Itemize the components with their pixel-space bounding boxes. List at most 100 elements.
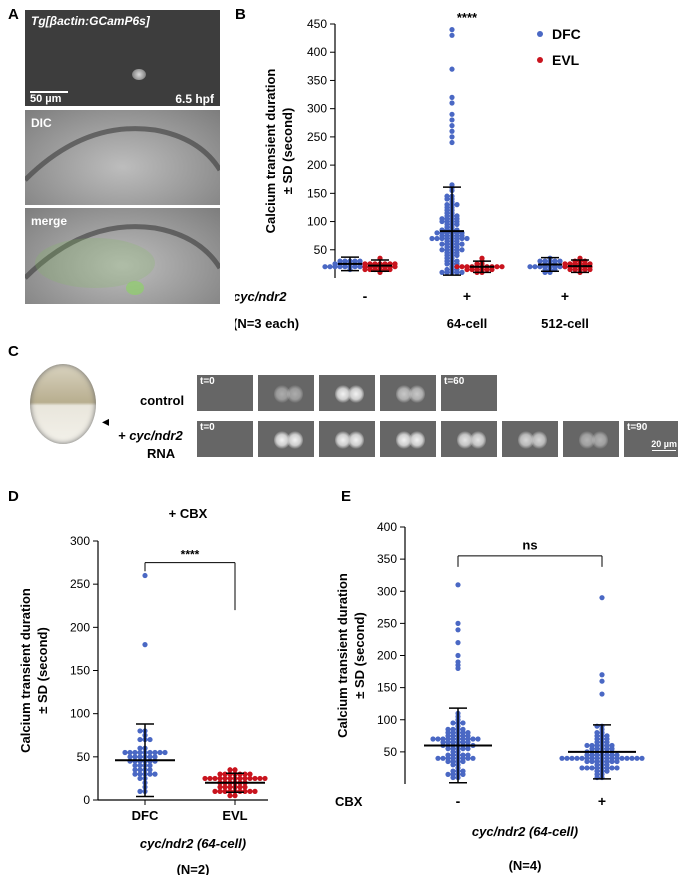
- y-tick-label: 150: [70, 664, 90, 678]
- data-point: [127, 754, 133, 760]
- data-point: [142, 642, 148, 648]
- data-point: [212, 775, 218, 782]
- data-point: [227, 775, 233, 782]
- y-tick-label: 50: [384, 745, 398, 759]
- row-label: cyc/ndr2: [235, 289, 287, 304]
- data-point: [449, 117, 455, 123]
- merge-label: merge: [31, 214, 68, 228]
- data-point: [127, 749, 133, 756]
- embryo-photo: [30, 364, 96, 444]
- significance-label: ****: [181, 547, 200, 561]
- data-point: [147, 762, 153, 769]
- cell-signal: [592, 431, 608, 449]
- y-tick-label: 200: [377, 649, 397, 663]
- data-point: [599, 672, 605, 678]
- x-tick-label: +: [598, 793, 606, 809]
- data-point: [470, 755, 476, 761]
- data-point: [604, 739, 610, 745]
- time-end-label: t=60: [444, 376, 465, 387]
- significance-label: ns: [522, 537, 537, 552]
- data-point: [609, 742, 615, 749]
- data-point: [137, 749, 143, 756]
- data-point: [357, 258, 363, 264]
- cell-signal: [470, 431, 486, 449]
- data-point: [429, 235, 435, 242]
- data-point: [227, 784, 233, 790]
- data-point: [162, 749, 168, 756]
- y-tick-label: 100: [377, 713, 397, 727]
- legend-marker: [537, 57, 543, 63]
- data-point: [445, 771, 451, 777]
- data-point: [430, 736, 436, 742]
- data-point: [557, 258, 563, 264]
- data-point: [599, 678, 605, 684]
- data-point: [232, 767, 238, 773]
- data-point: [137, 762, 143, 769]
- data-point: [460, 752, 466, 758]
- data-point: [614, 765, 620, 771]
- data-point: [450, 739, 456, 745]
- data-point: [454, 213, 460, 219]
- data-point: [537, 258, 543, 264]
- data-point: [594, 739, 600, 745]
- data-point: [137, 736, 143, 743]
- data-point: [444, 238, 450, 244]
- y-axis-label: Calcium transient duration: [18, 588, 33, 753]
- panel-letter-a: A: [8, 6, 19, 23]
- data-point: [217, 788, 223, 794]
- y-tick-label: 400: [377, 520, 397, 534]
- data-point: [629, 755, 635, 761]
- fluorescent-cell: [132, 69, 146, 80]
- data-point: [439, 216, 445, 222]
- data-point: [137, 788, 143, 794]
- data-point: [132, 767, 138, 773]
- chart-b: 50 100 150 200 250 300 350 400 450 Calcium transi…: [235, 10, 593, 331]
- timelapse-frame: [318, 420, 376, 458]
- data-point: [454, 264, 460, 270]
- fluorescence-image: Tg[βactin:GCamP6s] 50 µm 6.5 hpf: [25, 10, 220, 106]
- timelapse-frame: t=60: [440, 374, 498, 412]
- merge-image: merge: [25, 208, 220, 304]
- y-tick-label: 50: [77, 750, 91, 764]
- data-point: [137, 775, 143, 782]
- data-point: [217, 771, 223, 777]
- data-point: [465, 752, 471, 758]
- y-tick-label: 350: [377, 552, 397, 566]
- timelapse-frame: [257, 420, 315, 458]
- data-point: [589, 758, 595, 765]
- data-point: [527, 264, 533, 270]
- data-point: [584, 765, 590, 771]
- data-point: [449, 111, 455, 117]
- data-point: [327, 264, 333, 270]
- data-point: [242, 784, 248, 790]
- data-point: [604, 746, 610, 752]
- data-point: [455, 620, 461, 626]
- data-point: [202, 775, 208, 782]
- data-point: [494, 264, 500, 270]
- data-point: [137, 745, 143, 751]
- data-point: [444, 216, 450, 222]
- panel-letter-b: B: [235, 6, 246, 23]
- data-point: [362, 261, 368, 267]
- data-point: [342, 258, 348, 264]
- y-tick-label: 200: [70, 620, 90, 634]
- data-point: [440, 755, 446, 761]
- y-tick-label: 250: [70, 577, 90, 591]
- x-tick-label: DFC: [132, 808, 159, 823]
- legend-label: DFC: [552, 26, 581, 42]
- data-point: [454, 238, 460, 244]
- scale-bar: [652, 450, 676, 451]
- data-point: [559, 755, 565, 761]
- data-point: [449, 94, 455, 100]
- data-point: [439, 241, 445, 247]
- transgene-label: Tg[βactin:GCamP6s]: [31, 14, 150, 28]
- y-tick-label: 250: [377, 616, 397, 630]
- data-point: [449, 27, 455, 33]
- y-tick-label: 300: [377, 584, 397, 598]
- y-tick-label: 100: [307, 215, 327, 229]
- data-point: [460, 746, 466, 752]
- cell-signal: [274, 431, 290, 449]
- scale-bar-label: 50 µm: [30, 93, 62, 105]
- data-point: [459, 247, 465, 253]
- y-tick-label: 100: [70, 707, 90, 721]
